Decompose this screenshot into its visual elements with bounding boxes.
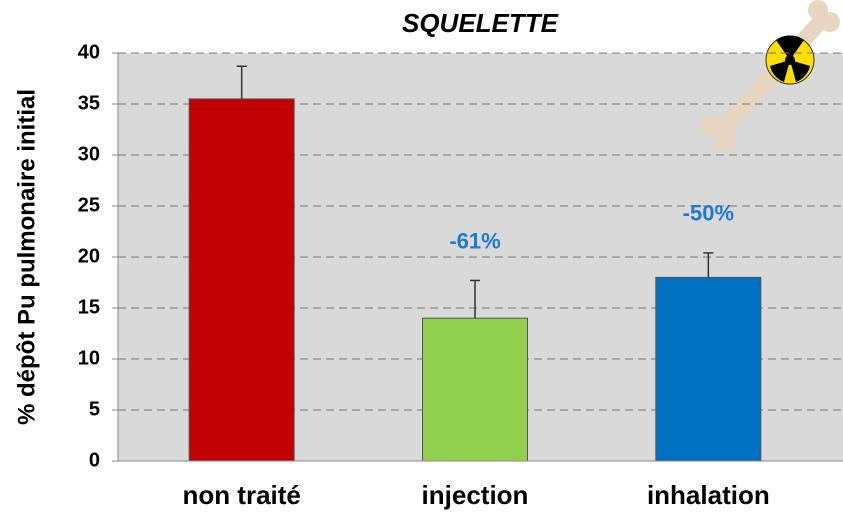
y-tick-label: 20 xyxy=(78,245,100,267)
bar xyxy=(189,99,294,461)
bar xyxy=(656,277,761,461)
annotation: -50% xyxy=(683,201,734,226)
x-tick-label: injection xyxy=(422,480,529,510)
y-axis-title: % dépôt Pu pulmonaire initial xyxy=(13,89,40,425)
y-tick-label: 5 xyxy=(89,398,100,420)
y-tick-label: 30 xyxy=(78,143,100,165)
y-tick-label: 25 xyxy=(78,194,100,216)
chart-title: SQUELETTE xyxy=(402,8,559,38)
bar xyxy=(423,318,528,461)
chart: SQUELETTE % dépôt Pu pulmonaire initial … xyxy=(0,0,843,515)
y-tick-label: 0 xyxy=(89,449,100,471)
y-tick-label: 40 xyxy=(78,41,100,63)
y-tick-label: 10 xyxy=(78,347,100,369)
x-tick-label: non traité xyxy=(182,480,300,510)
y-tick-label: 15 xyxy=(78,296,100,318)
y-tick-label: 35 xyxy=(78,92,100,114)
annotation: -61% xyxy=(449,228,500,253)
x-tick-label: inhalation xyxy=(647,480,770,510)
